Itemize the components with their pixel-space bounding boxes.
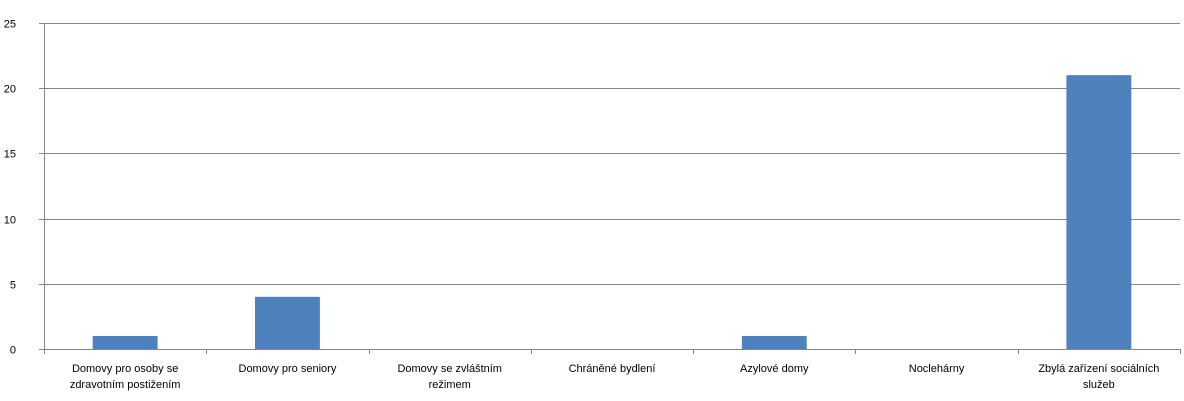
x-category-label: Domovy pro seniory: [239, 363, 337, 375]
x-category-label-line: Domovy se zvláštním: [397, 363, 502, 375]
x-category-label: Domovy se zvláštním režimem: [397, 363, 502, 391]
x-category-label: Noclehárny: [909, 363, 965, 375]
y-tick-label: 25: [4, 19, 16, 31]
grid-lines: [44, 23, 1180, 285]
axes: [39, 23, 1181, 354]
x-category-label-line: Zbylá zařízení sociálních: [1038, 363, 1159, 375]
x-category-label: Domovy pro osoby se zdravotním postižením: [70, 363, 181, 391]
bar-0: [92, 335, 158, 349]
x-category-label: Chráněné bydlení: [569, 363, 656, 375]
x-category-label-line: služeb: [1083, 379, 1115, 391]
bar-6: [1066, 75, 1132, 349]
bar-4: [741, 335, 807, 349]
x-category-label-line: režimem: [429, 379, 471, 391]
y-tick-label: 5: [10, 280, 16, 292]
x-category-label-line: Noclehárny: [909, 363, 965, 375]
axis-labels: 0 5 10 15 20 25 Domovy pro osoby se zdravotním …: [4, 19, 1160, 392]
x-category-label: Zbylá zařízení sociálních služeb: [1038, 363, 1159, 391]
y-tick-label: 0: [10, 345, 16, 357]
x-category-label-line: Domovy pro seniory: [239, 363, 337, 375]
x-category-label-line: Azylové domy: [740, 363, 809, 375]
x-category-label: Azylové domy: [740, 363, 809, 375]
x-category-label-line: zdravotním postižením: [70, 379, 181, 391]
y-tick-label: 15: [4, 149, 16, 161]
y-tick-label: 20: [4, 84, 16, 96]
x-category-label-line: Chráněné bydlení: [569, 363, 656, 375]
y-tick-label: 10: [4, 215, 16, 227]
bar-1: [254, 296, 320, 349]
x-category-label-line: Domovy pro osoby se: [72, 363, 178, 375]
bars: [92, 75, 1132, 349]
